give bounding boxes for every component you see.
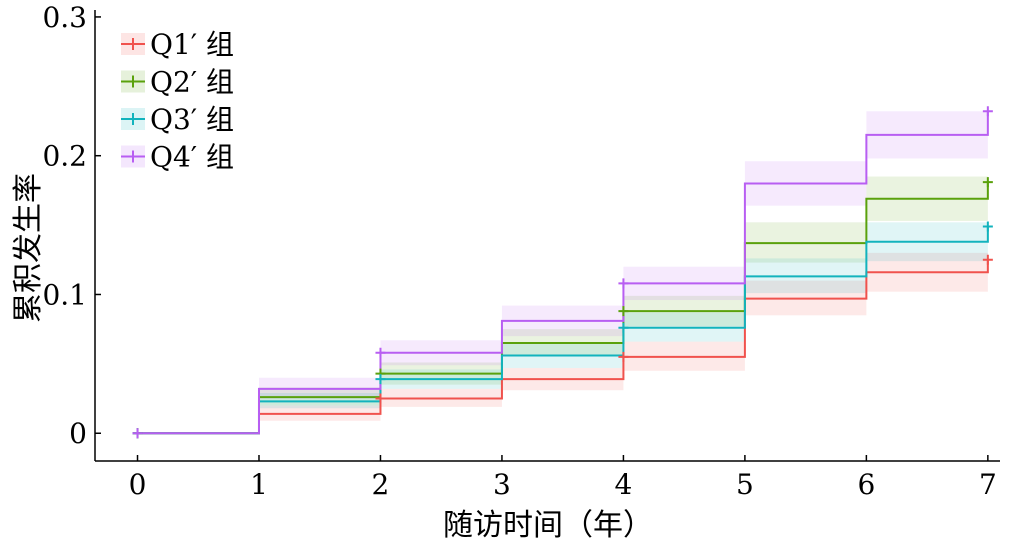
x-tick-label-5: 4 xyxy=(615,468,633,501)
y-tick-label-2: 0.1 xyxy=(42,278,87,311)
x-tick-label-4: 3 xyxy=(493,468,511,501)
x-tick-label-8: 7 xyxy=(979,468,997,501)
y-tick-label-1: 0 xyxy=(69,417,87,450)
censor-marker-series-1-point-3 xyxy=(375,393,386,404)
y-tick-label-3: 0.2 xyxy=(42,140,87,173)
axes xyxy=(94,10,1000,462)
tick-labels: 0 1 2 3 4 5 6 7 0 0.1 0.2 0.3 xyxy=(42,1,996,501)
x-tick-label-1: 0 xyxy=(129,468,147,501)
censor-marker-series-1-point-5 xyxy=(618,351,629,362)
legend-label-4: Q4′ 组 xyxy=(150,141,234,174)
y-tick-label-4: 0.3 xyxy=(42,1,87,34)
censor-marker-series-1-point-8 xyxy=(982,254,993,265)
censor-marker-series-3-point-8 xyxy=(982,221,993,232)
censor-marker-series-3-point-5 xyxy=(618,322,629,333)
censor-marker-series-2-point-8 xyxy=(982,177,993,188)
censor-marker-series-4-point-1 xyxy=(132,428,143,439)
legend-label-3: Q3′ 组 xyxy=(150,103,234,136)
legend: Q1′ 组 Q2′ 组 Q3′ 组 Q4′ 组 xyxy=(121,28,234,174)
x-tick-label-3: 2 xyxy=(372,468,390,501)
series-line-4 xyxy=(137,111,989,435)
x-tick-label-7: 6 xyxy=(857,468,875,501)
censor-markers xyxy=(132,106,993,439)
series-line-1 xyxy=(137,259,989,435)
censor-marker-series-4-point-5 xyxy=(618,278,629,289)
x-tick-label-6: 5 xyxy=(736,468,754,501)
legend-label-1: Q1′ 组 xyxy=(150,28,234,61)
y-axis-title: 累积发生率 xyxy=(11,173,46,323)
censor-marker-series-3-point-3 xyxy=(375,374,386,385)
censor-marker-series-4-point-3 xyxy=(375,347,386,358)
legend-label-2: Q2′ 组 xyxy=(150,66,234,99)
x-axis-title: 随访时间（年） xyxy=(443,508,653,543)
censor-marker-series-2-point-5 xyxy=(618,306,629,317)
x-tick-label-2: 1 xyxy=(250,468,268,501)
censor-marker-series-4-point-8 xyxy=(982,106,993,117)
